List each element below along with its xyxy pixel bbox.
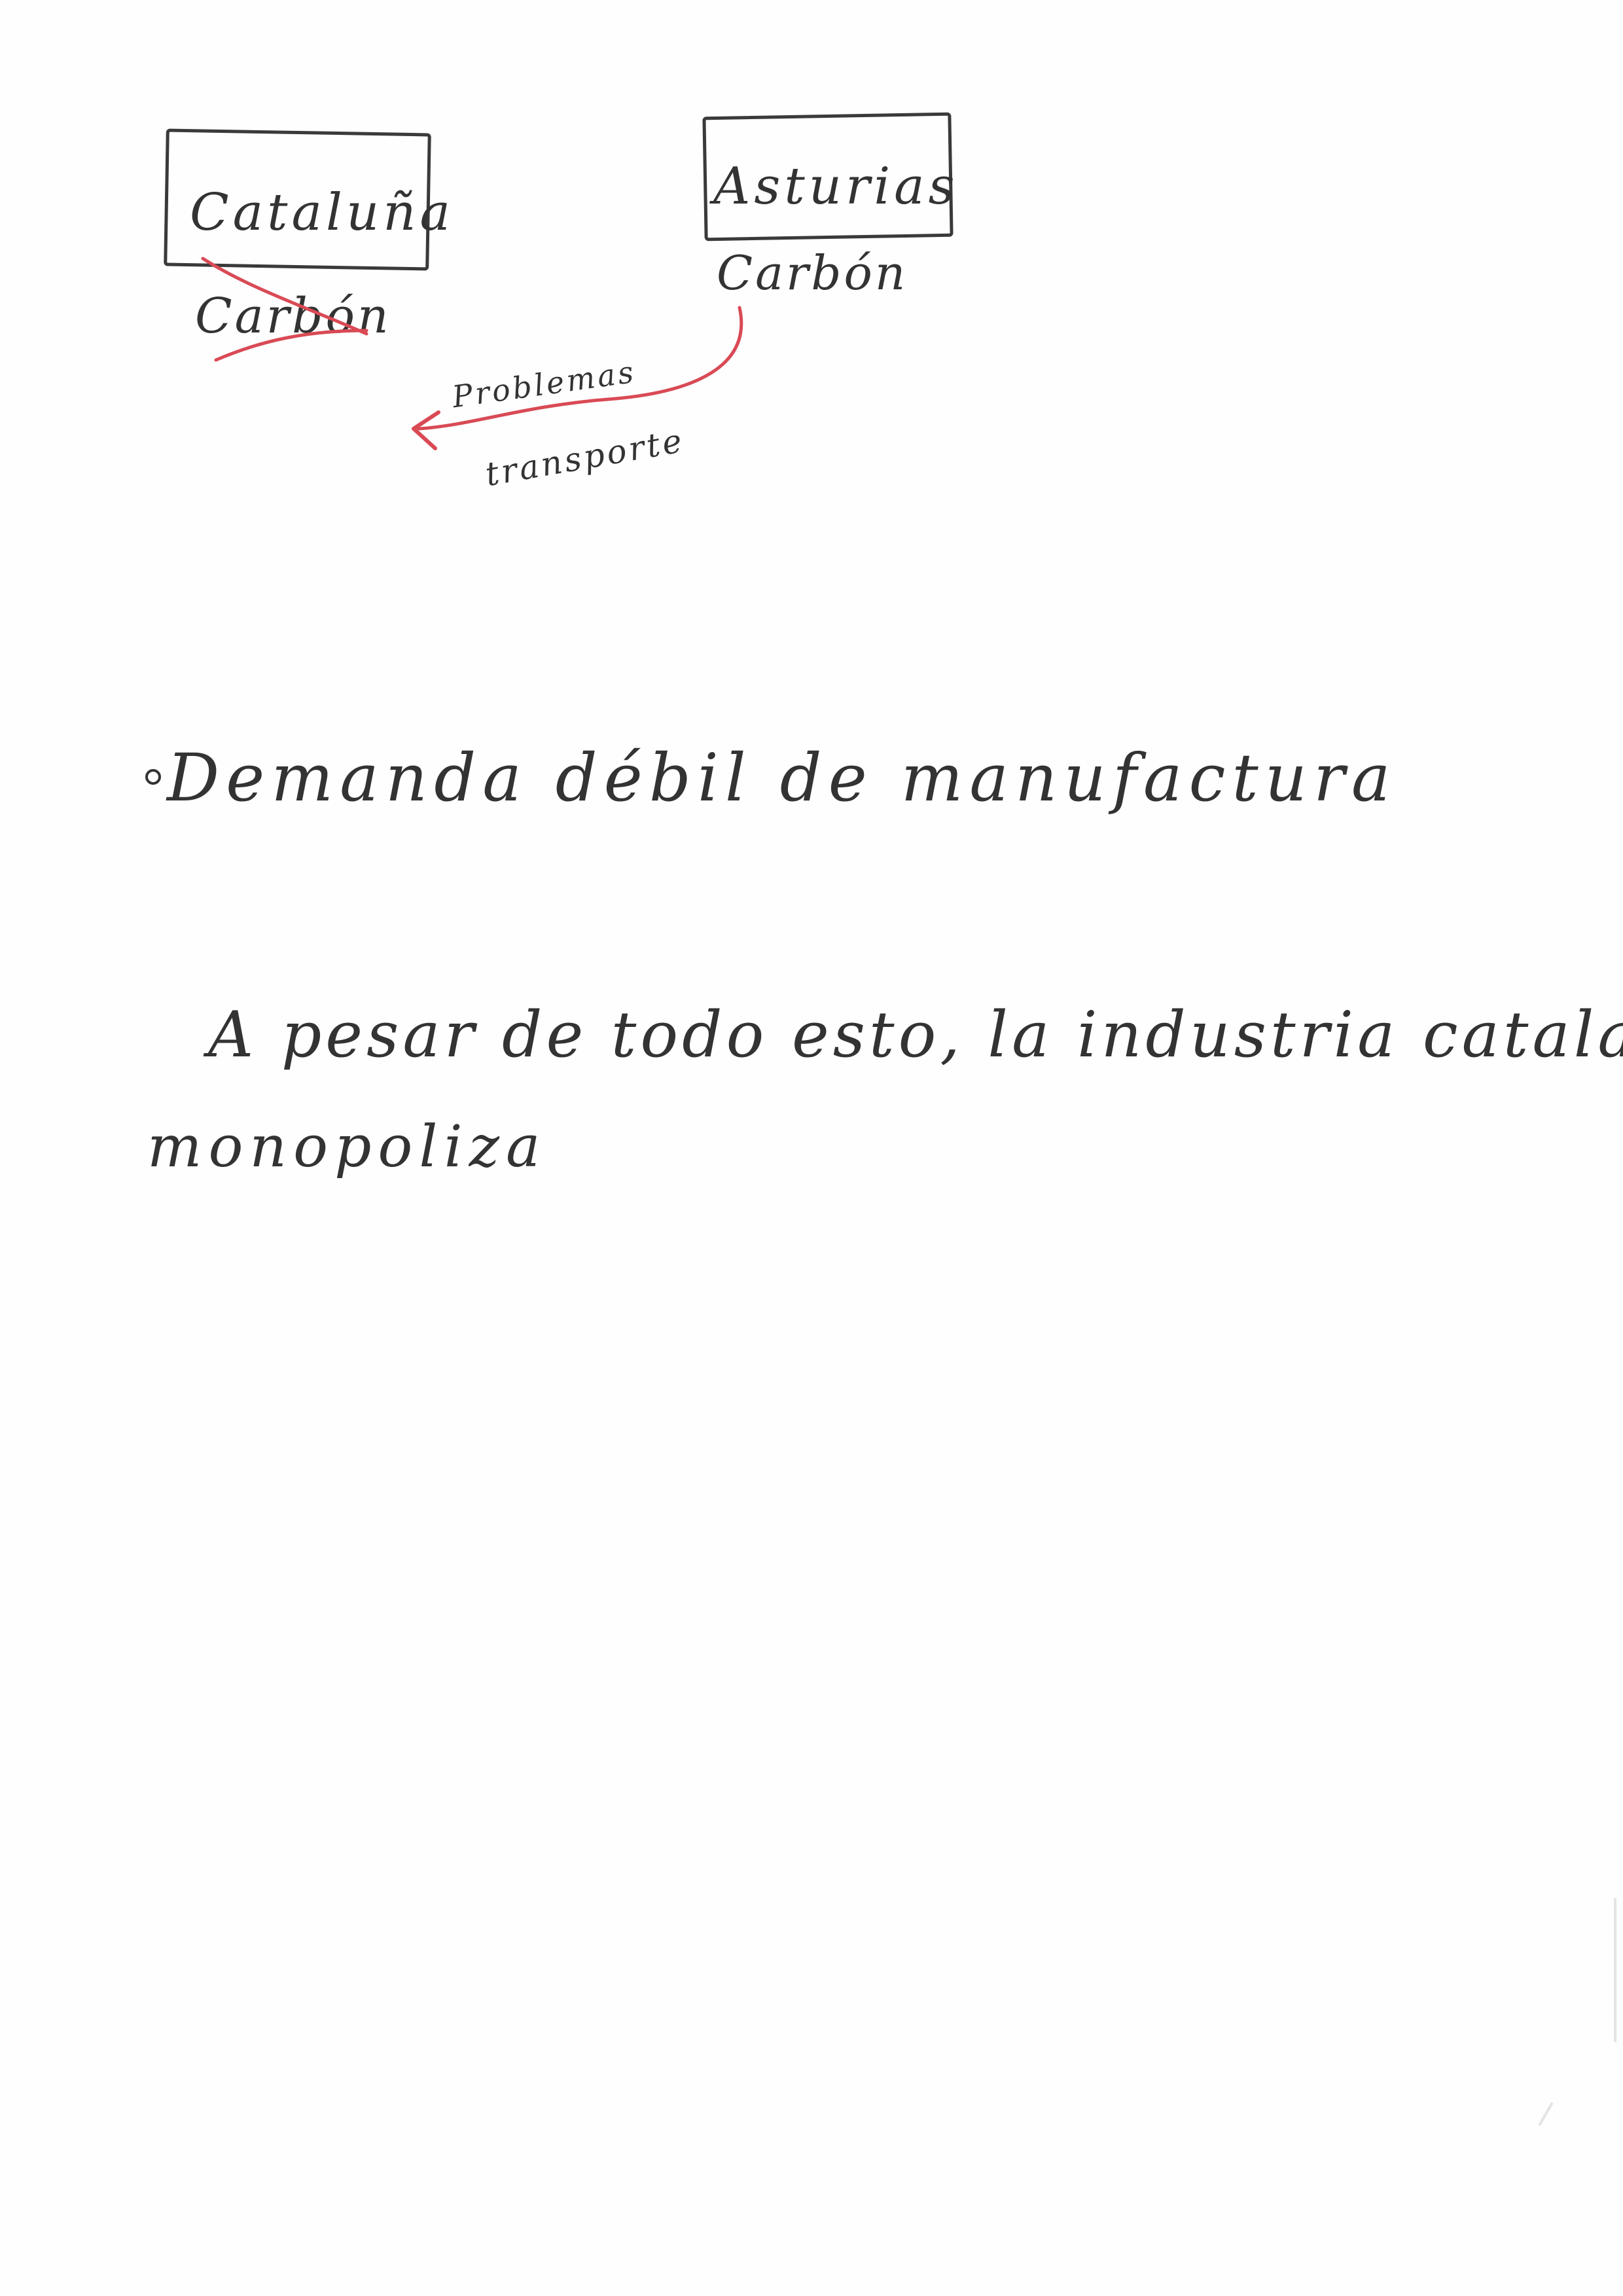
asturias-carbon-label: Carbón	[717, 245, 908, 300]
bullet-text: Demanda débil de manufactura	[167, 740, 1397, 816]
scan-corner-mark	[1538, 2102, 1554, 2126]
paragraph-line-2: monopoliza	[147, 1113, 547, 1180]
scan-edge-mark	[1614, 1898, 1616, 2042]
paragraph-line-1: A pesar de todo esto, la industria catal…	[208, 998, 1623, 1071]
asturias-label: Asturias	[713, 157, 959, 216]
cataluna-carbon-label: Carbón	[195, 288, 391, 344]
transport-arrow-head	[412, 410, 440, 450]
bullet-dot	[145, 769, 161, 785]
arrow-label-transporte: transporte	[482, 421, 688, 494]
cataluna-label: Cataluña	[190, 183, 454, 242]
arrow-label-problemas: Problemas	[450, 353, 639, 415]
